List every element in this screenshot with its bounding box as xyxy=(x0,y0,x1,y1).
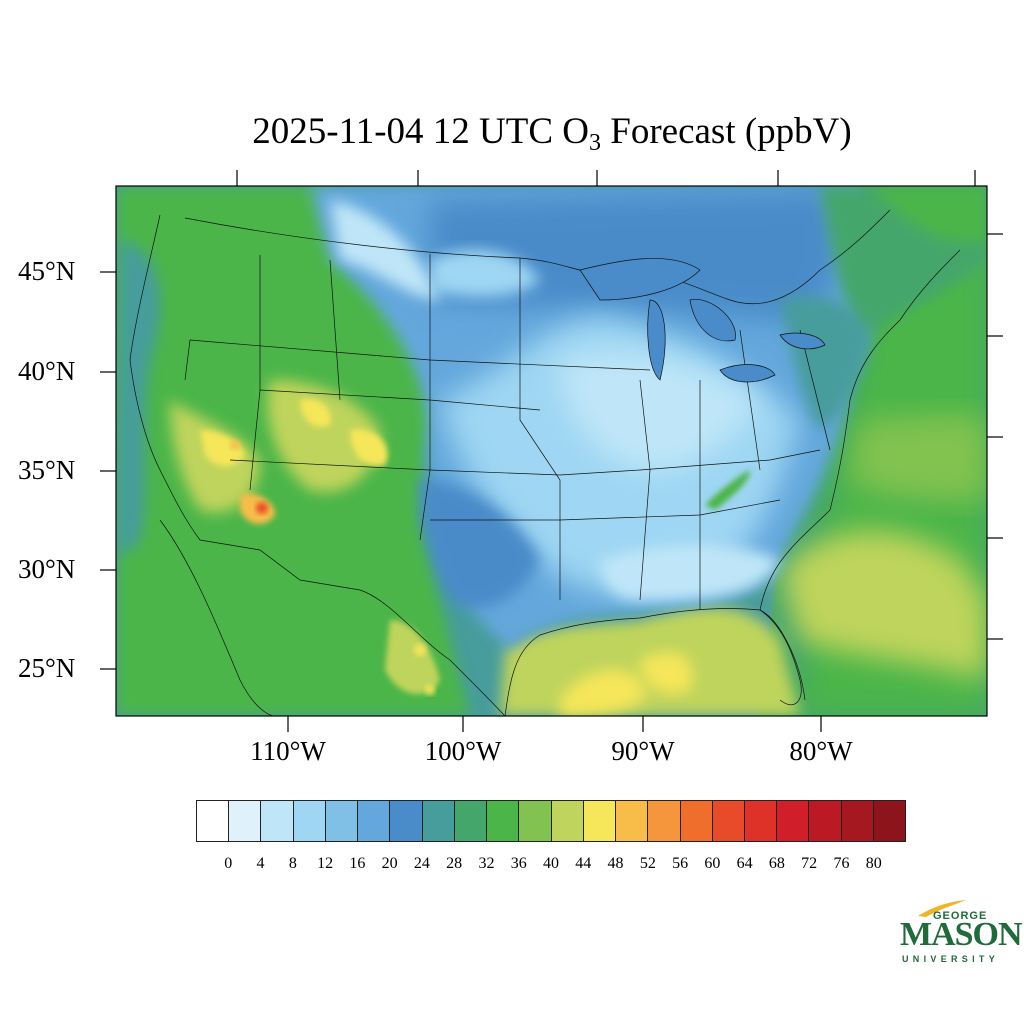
colorbar-swatch xyxy=(325,801,359,841)
colorbar-swatch xyxy=(873,801,906,841)
colorbar-swatch xyxy=(809,801,842,841)
colorbar-tick-label: 4 xyxy=(256,855,265,872)
logo-swoosh-icon xyxy=(918,900,966,917)
map-frame xyxy=(115,185,988,717)
colorbar-tick-label: 40 xyxy=(543,855,559,872)
colorbar-swatch xyxy=(519,801,552,841)
colorbar-swatch xyxy=(680,801,713,841)
axis-ticks xyxy=(100,170,1003,732)
colorbar-tick-label: 16 xyxy=(349,855,366,872)
colorbar-tick-label: 72 xyxy=(801,855,818,872)
colorbar-swatch xyxy=(551,801,584,841)
colorbar-swatch xyxy=(648,801,681,841)
colorbar-tick-label: 48 xyxy=(607,855,624,872)
colorbar-swatch xyxy=(616,801,649,841)
colorbar-tick-label: 12 xyxy=(317,855,334,872)
colorbar-swatch xyxy=(744,801,778,841)
george-mason-logo: GEORGE MASON UNIVERSITY xyxy=(898,898,1023,968)
colorbar-swatch xyxy=(293,801,326,841)
lat-label-45n: 45°N xyxy=(18,256,76,286)
concentration-field xyxy=(116,186,987,716)
colorbar-tick-label: 64 xyxy=(736,855,753,872)
colorbar-swatch xyxy=(841,801,874,841)
lon-label-90w: 90°W xyxy=(611,736,675,766)
colorbar-tick-label: 28 xyxy=(446,855,463,872)
colorbar-tick-label: 0 xyxy=(224,855,233,872)
lon-label-80w: 80°W xyxy=(789,736,853,766)
lat-label-35n: 35°N xyxy=(18,455,76,485)
colorbar-tick-label: 8 xyxy=(288,855,297,872)
lat-label-25n: 25°N xyxy=(18,653,76,683)
colorbar-swatch xyxy=(390,801,423,841)
lat-label-30n: 30°N xyxy=(18,554,76,584)
colorbar-tick-label: 76 xyxy=(833,855,850,872)
colorbar-swatch xyxy=(229,801,262,841)
colorbar-tick-label: 60 xyxy=(704,855,721,872)
lon-label-100w: 100°W xyxy=(424,736,502,766)
lat-label-40n: 40°N xyxy=(18,356,76,386)
colorbar-tick-label: 80 xyxy=(865,855,882,872)
colorbar-tick-label: 24 xyxy=(413,855,430,872)
colorbar-swatch xyxy=(454,801,488,841)
colorbar-tick-label: 52 xyxy=(639,855,656,872)
colorbar-tick-label: 20 xyxy=(381,855,398,872)
colorbar xyxy=(196,800,906,842)
colorbar-swatch xyxy=(712,801,745,841)
state-boundaries xyxy=(129,209,961,716)
logo-george-text: GEORGE xyxy=(933,910,988,922)
colorbar-tick-label: 68 xyxy=(768,855,785,872)
colorbar-swatch xyxy=(777,801,810,841)
colorbar-swatch xyxy=(261,801,294,841)
colorbar-tick-label: 32 xyxy=(478,855,495,872)
lon-label-110w: 110°W xyxy=(250,736,326,766)
logo-mason-text: MASON xyxy=(900,916,1023,953)
colorbar-tick-label: 44 xyxy=(575,855,592,872)
logo-university-text: UNIVERSITY xyxy=(902,954,1000,964)
colorbar-swatch xyxy=(422,801,455,841)
figure-title: 2025-11-04 12 UTC O3 Forecast (ppbV) xyxy=(252,111,852,156)
colorbar-swatch xyxy=(358,801,391,841)
colorbar-swatch xyxy=(583,801,617,841)
colorbar-tick-label: 56 xyxy=(672,855,689,872)
colorbar-swatch xyxy=(197,801,230,841)
colorbar-tick-label: 36 xyxy=(510,855,527,872)
colorbar-swatch xyxy=(487,801,520,841)
